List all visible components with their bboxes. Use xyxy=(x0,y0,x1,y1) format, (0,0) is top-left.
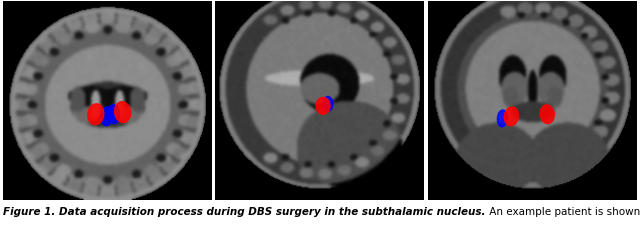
Ellipse shape xyxy=(316,98,330,114)
Ellipse shape xyxy=(540,105,554,124)
Ellipse shape xyxy=(88,104,104,125)
Text: An example patient is shown with the: An example patient is shown with the xyxy=(486,207,640,217)
Ellipse shape xyxy=(108,105,120,124)
Ellipse shape xyxy=(504,107,518,126)
Ellipse shape xyxy=(115,102,131,123)
Text: Figure 1. Data acquisition process during DBS surgery in the subthalamic nucleus: Figure 1. Data acquisition process durin… xyxy=(3,207,486,217)
Ellipse shape xyxy=(497,110,508,127)
Ellipse shape xyxy=(323,96,333,111)
Ellipse shape xyxy=(100,107,113,126)
